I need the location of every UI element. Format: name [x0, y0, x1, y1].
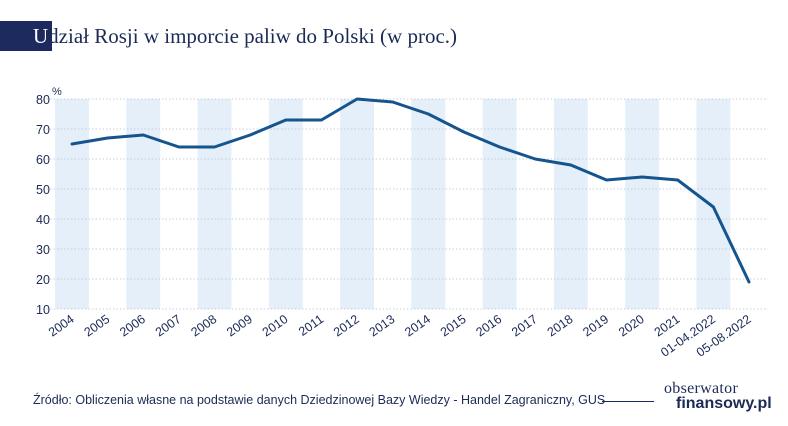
- x-tick-label-2006: 2006: [117, 312, 148, 339]
- chart-title: Udział Rosji w imporcie paliw do Polski …: [0, 21, 457, 51]
- logo-bottom-text: finansowy.pl: [676, 395, 772, 412]
- x-tick-label-2004: 2004: [46, 312, 77, 339]
- x-tick-label-2010: 2010: [260, 312, 291, 339]
- x-tick-label-2011: 2011: [296, 312, 326, 339]
- y-tick-label-10: 10: [36, 303, 50, 317]
- source-divider: [602, 401, 654, 402]
- x-tick-label-2019: 2019: [580, 312, 611, 339]
- x-tick-label-2014: 2014: [402, 312, 433, 339]
- y-unit-label: %: [52, 86, 62, 98]
- line-chart: 10 20 30 40 50 60 70 80% 2004 2005 2006 2007 2008 200…: [36, 86, 768, 360]
- brand-logo: obserwator finansowy.pl: [664, 380, 772, 412]
- band-2016: [482, 99, 517, 309]
- title-text: dział Rosji w imporcie paliw do Polski (…: [48, 23, 458, 48]
- x-tick-label-2007: 2007: [153, 312, 184, 339]
- series-line: [70, 97, 751, 284]
- band-2012: [340, 99, 374, 309]
- x-tick-label-2005: 2005: [82, 312, 113, 339]
- y-tick-label-30: 30: [36, 243, 50, 257]
- x-tick-label-2009: 2009: [224, 312, 255, 339]
- x-tick-label-2020: 2020: [616, 312, 647, 339]
- title-accent-bar: [0, 21, 52, 51]
- x-tick-label-2016: 2016: [473, 312, 504, 339]
- band-2004: [55, 99, 89, 309]
- x-tick-label-2013: 2013: [367, 312, 398, 339]
- x-tick-label-2015: 2015: [438, 312, 469, 339]
- x-tick-label-2018: 2018: [545, 312, 576, 339]
- y-tick-label-80: 80: [36, 93, 50, 107]
- y-tick-label-40: 40: [36, 213, 50, 227]
- y-tick-label-60: 60: [36, 153, 50, 167]
- y-tick-label-70: 70: [36, 123, 50, 137]
- title-first-letter: U: [33, 23, 49, 48]
- logo-top-text: obserwator: [664, 380, 739, 397]
- band-01-04.2022: [696, 99, 731, 309]
- band-2020: [625, 99, 660, 309]
- y-tick-label-20: 20: [36, 273, 50, 287]
- band-2008: [197, 99, 232, 309]
- x-tick-label-2017: 2017: [509, 312, 540, 339]
- x-tick-label-2008: 2008: [188, 312, 219, 339]
- band-2006: [126, 99, 161, 309]
- band-2014: [411, 99, 446, 309]
- source-note: Źródło: Obliczenia własne na podstawie d…: [33, 393, 606, 407]
- y-tick-label-50: 50: [36, 183, 50, 197]
- band-2010: [268, 99, 303, 309]
- band-2018: [553, 99, 588, 309]
- x-tick-label-2012: 2012: [331, 312, 362, 339]
